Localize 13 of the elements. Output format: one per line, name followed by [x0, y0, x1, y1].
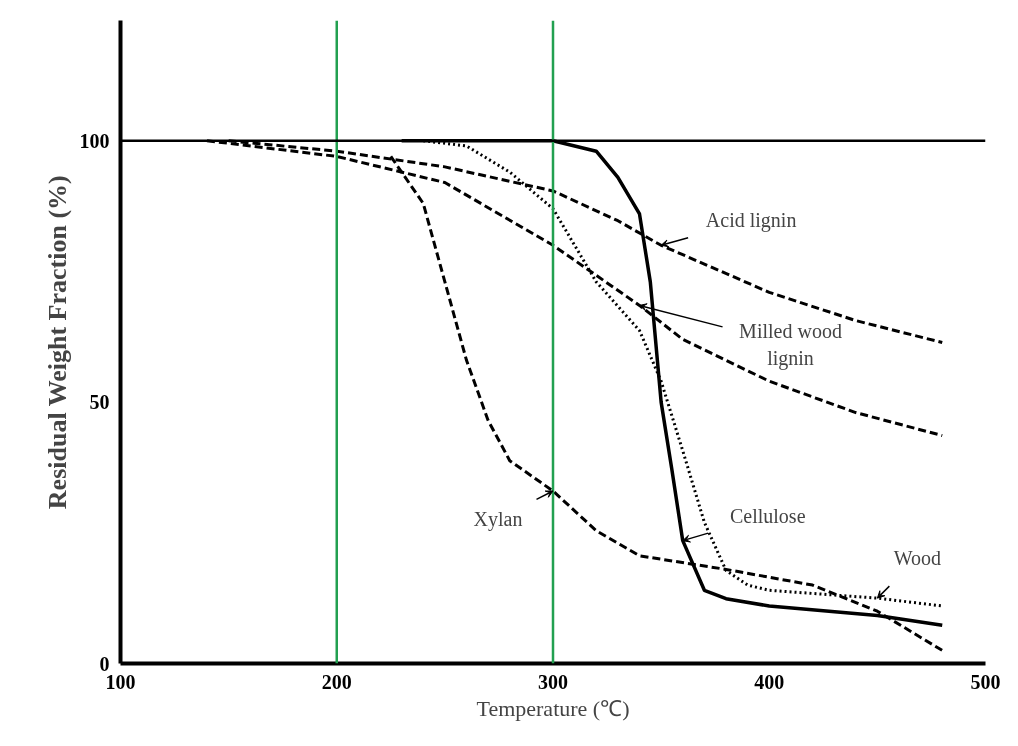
series-label: Wood: [893, 547, 942, 570]
y-tick-label: 100: [79, 129, 110, 152]
y-tick-label: 50: [89, 391, 110, 414]
x-tick-label: 500: [970, 670, 1001, 693]
x-tick-label: 300: [538, 670, 568, 693]
series-label: Milled wood lignin: [739, 320, 842, 370]
text: Cellulose: [729, 504, 806, 527]
x-axis-title: Temperature (℃): [476, 695, 630, 721]
x-tick-label: 400: [754, 670, 785, 693]
x-tick-label: 200: [321, 670, 352, 693]
series-label: Xylan: [473, 507, 523, 531]
y-axis-title: Residual Weight Fraction (%): [42, 175, 72, 510]
series-label: Acid lignin: [705, 209, 797, 233]
